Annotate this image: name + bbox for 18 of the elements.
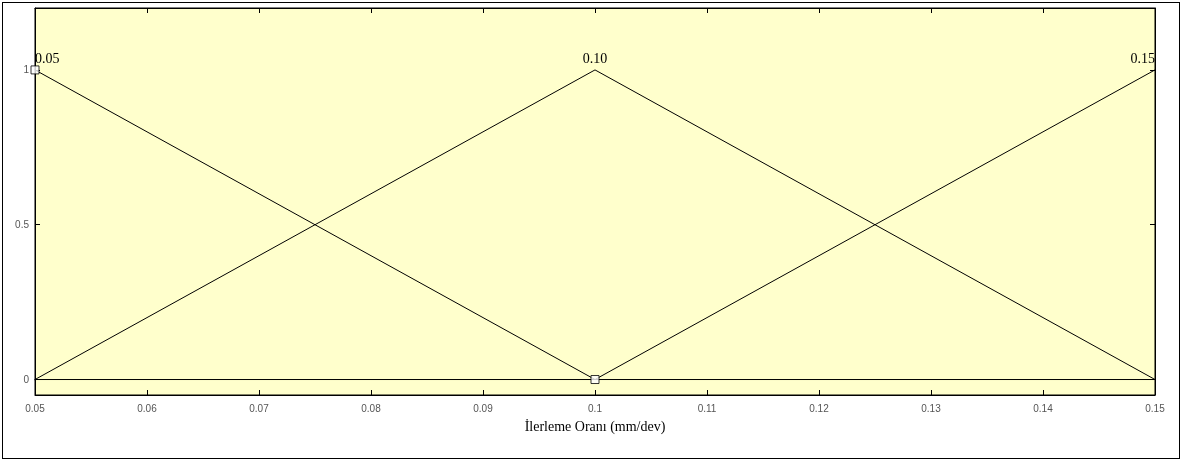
x-axis-title: İlerleme Oranı (mm/dev): [524, 418, 666, 435]
y-tick-label: 0.5: [15, 219, 30, 231]
annotation: 0.10: [582, 51, 608, 67]
x-tick-label: 0.15: [1145, 402, 1166, 414]
x-tick-label: 0.11: [697, 402, 717, 414]
y-tick-label: 1: [23, 64, 30, 76]
x-tick-label: 0.05: [25, 402, 46, 414]
x-tick-label: 0.12: [809, 402, 830, 414]
annotation: 0.05: [35, 51, 60, 67]
x-tick-label: 0.06: [137, 402, 158, 414]
x-tick-label: 0.13: [921, 402, 942, 414]
x-tick-label: 0.09: [473, 402, 494, 414]
x-tick-label: 0.08: [361, 402, 382, 414]
y-tick-label: 0: [23, 374, 30, 386]
x-tick-label: 0.07: [249, 402, 270, 414]
x-tick-label: 0.14: [1033, 402, 1054, 414]
annotation: 0.15: [1130, 51, 1155, 67]
x-tick-label: 0.1: [588, 402, 603, 414]
